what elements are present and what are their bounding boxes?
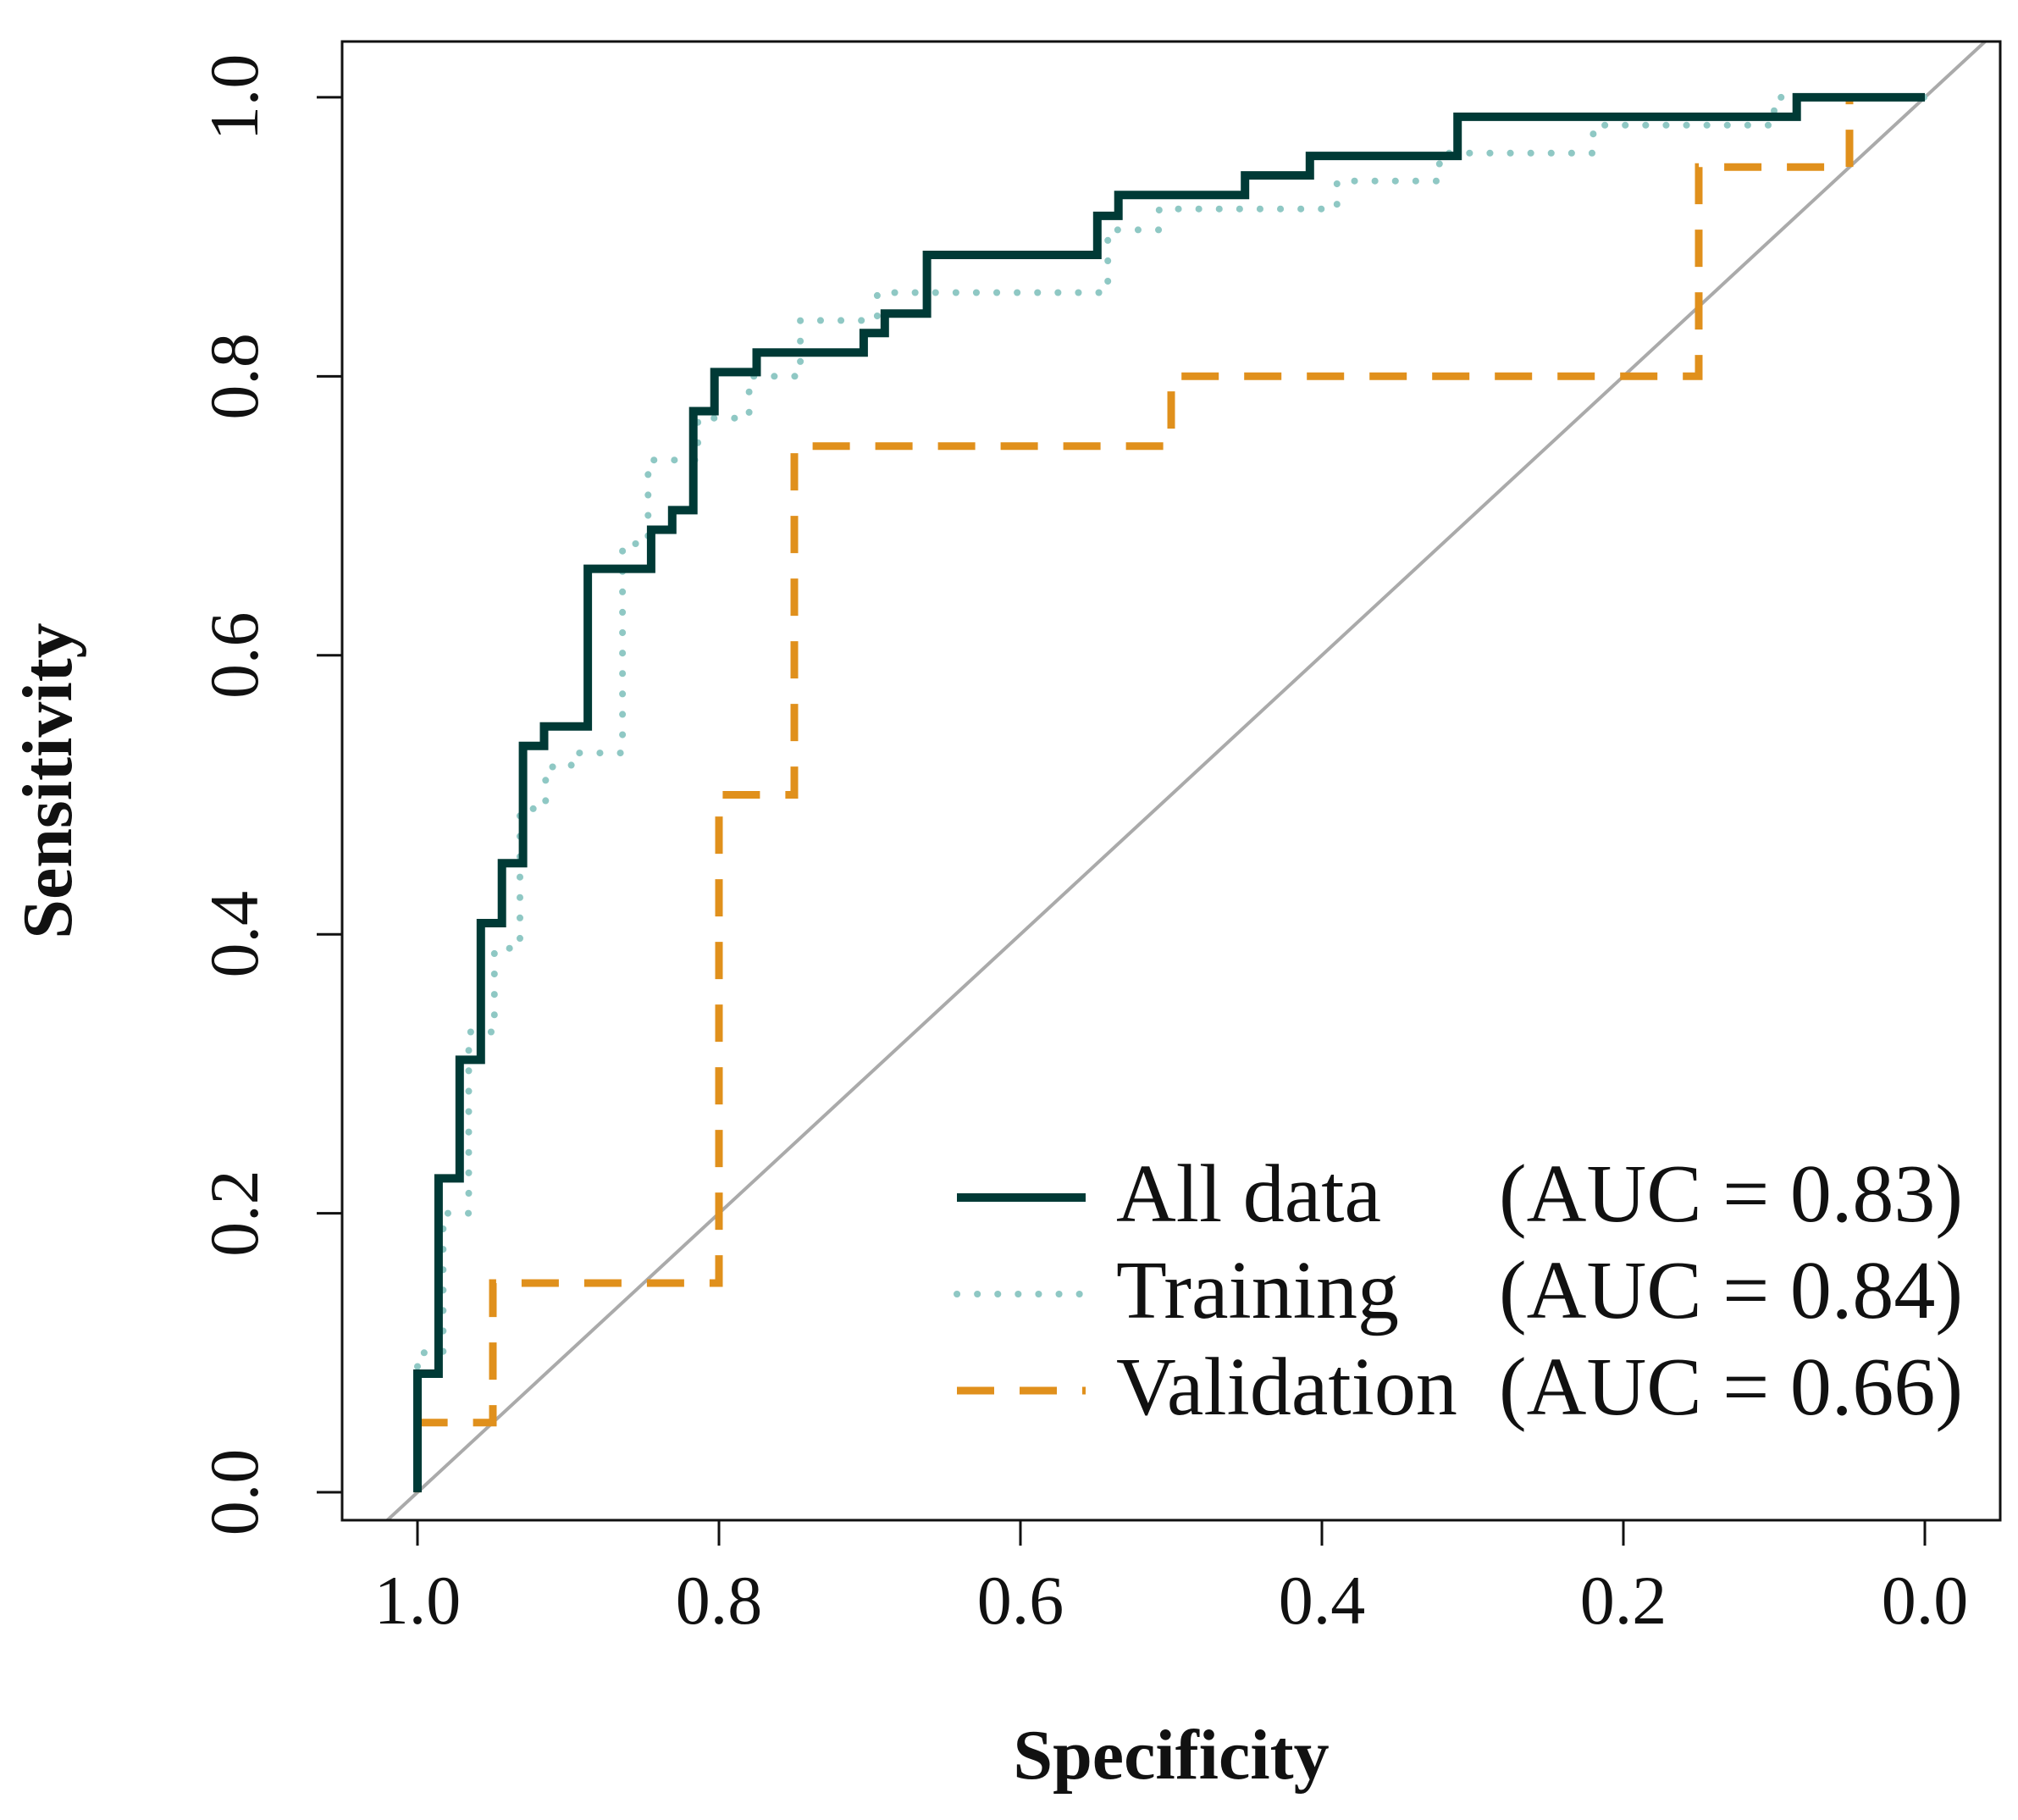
y-tick-label: 0.4 — [196, 891, 273, 978]
x-tick-label: 1.0 — [374, 1562, 462, 1639]
legend-auc-training: (AUC = 0.84) — [1499, 1245, 1963, 1336]
series-layer — [413, 92, 1928, 1493]
y-tick-label: 1.0 — [196, 54, 273, 141]
legend-label-all-data: All data — [1116, 1148, 1381, 1240]
series-line-validation — [413, 93, 1925, 1493]
x-tick-label: 0.6 — [977, 1562, 1064, 1639]
legend-auc-validation: (AUC = 0.66) — [1499, 1341, 1963, 1433]
x-tick-label: 0.4 — [1279, 1562, 1366, 1639]
legend-label-training: Training — [1116, 1245, 1399, 1336]
legend-label-validation: Validation — [1116, 1341, 1457, 1433]
series-line-all-data — [413, 92, 1925, 1493]
axes: 1.0 0.8 0.6 0.4 0.2 0.0 0.0 0.2 0.4 0.6 0.8 1.0 — [196, 54, 1968, 1639]
reference-line-layer — [384, 41, 1988, 1520]
legend: All data (AUC = 0.83) Training (AUC = 0.84)… — [954, 1148, 1963, 1433]
x-tick-label: 0.2 — [1580, 1562, 1667, 1639]
x-tick-label: 0.8 — [676, 1562, 763, 1639]
reference-line — [384, 41, 1988, 1520]
x-tick-label: 0.0 — [1882, 1562, 1969, 1639]
y-tick-label: 0.0 — [196, 1449, 273, 1536]
legend-auc-all-data: (AUC = 0.83) — [1499, 1148, 1963, 1240]
x-axis-title: Specificity — [1013, 1716, 1329, 1795]
y-axis-title: Sensitivity — [8, 622, 87, 938]
y-tick-label: 0.8 — [196, 333, 273, 420]
y-tick-label: 0.2 — [196, 1170, 273, 1257]
y-tick-label: 0.6 — [196, 612, 273, 700]
